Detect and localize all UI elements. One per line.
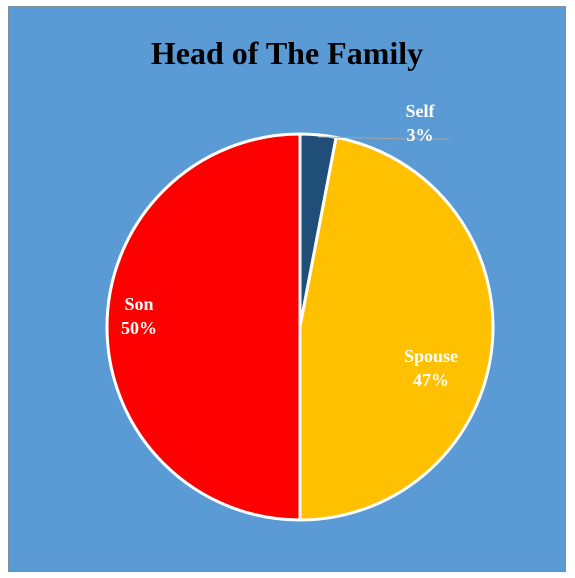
chart-area: Head of The Family Self 3% Spouse 47% Son 50% bbox=[8, 6, 566, 572]
pie-slices bbox=[105, 132, 495, 522]
leader-lines bbox=[317, 136, 450, 140]
pie-chart: Self 3% Spouse 47% Son 50% bbox=[105, 101, 495, 522]
slice-label-son: Son 50% bbox=[121, 294, 157, 338]
pie-slice-son bbox=[105, 132, 302, 522]
slice-label-spouse: Spouse 47% bbox=[404, 346, 458, 390]
chart-title: Head of The Family bbox=[150, 35, 424, 71]
slice-labels: Self 3% Spouse 47% Son 50% bbox=[121, 101, 458, 390]
slice-label-self: Self 3% bbox=[406, 101, 436, 145]
pie-slice-spouse bbox=[298, 135, 495, 522]
leader-line-self bbox=[317, 136, 450, 140]
